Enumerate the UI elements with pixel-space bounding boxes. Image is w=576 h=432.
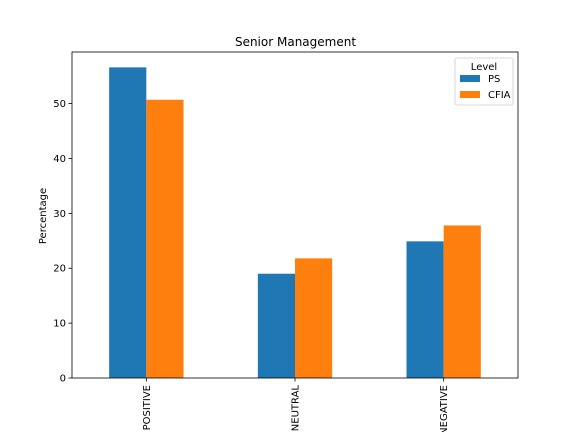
legend: Level PS CFIA bbox=[454, 57, 514, 106]
x-axis-ticks: POSITIVE NEUTRAL NEGATIVE bbox=[142, 378, 450, 432]
y-tick-label: 0 bbox=[60, 374, 66, 385]
y-axis-label: Percentage bbox=[38, 188, 49, 244]
y-axis-ticks: 0 10 20 30 40 50 bbox=[53, 99, 72, 385]
legend-label-ps: PS bbox=[488, 74, 500, 85]
y-tick-label: 40 bbox=[53, 154, 66, 165]
bars-group bbox=[109, 67, 481, 379]
y-tick-label: 10 bbox=[53, 319, 66, 330]
legend-title: Level bbox=[471, 62, 497, 73]
bar-cfia-negative bbox=[443, 225, 481, 378]
legend-swatch-ps bbox=[460, 75, 480, 82]
bar-ps-negative bbox=[406, 241, 444, 378]
bar-cfia-positive bbox=[146, 99, 184, 379]
y-tick-label: 30 bbox=[53, 209, 66, 220]
y-tick-label: 50 bbox=[53, 99, 66, 110]
chart-title: Senior Management bbox=[235, 35, 356, 49]
x-tick-label: NEUTRAL bbox=[291, 385, 302, 432]
legend-swatch-cfia bbox=[460, 91, 480, 98]
bar-ps-positive bbox=[109, 67, 147, 378]
legend-label-cfia: CFIA bbox=[488, 90, 511, 101]
x-tick-label: POSITIVE bbox=[142, 385, 153, 430]
axes-frame bbox=[71, 51, 519, 379]
y-tick-label: 20 bbox=[53, 264, 66, 275]
x-tick-label: NEGATIVE bbox=[439, 385, 450, 432]
bar-cfia-neutral bbox=[295, 258, 333, 378]
bar-ps-neutral bbox=[257, 273, 295, 378]
